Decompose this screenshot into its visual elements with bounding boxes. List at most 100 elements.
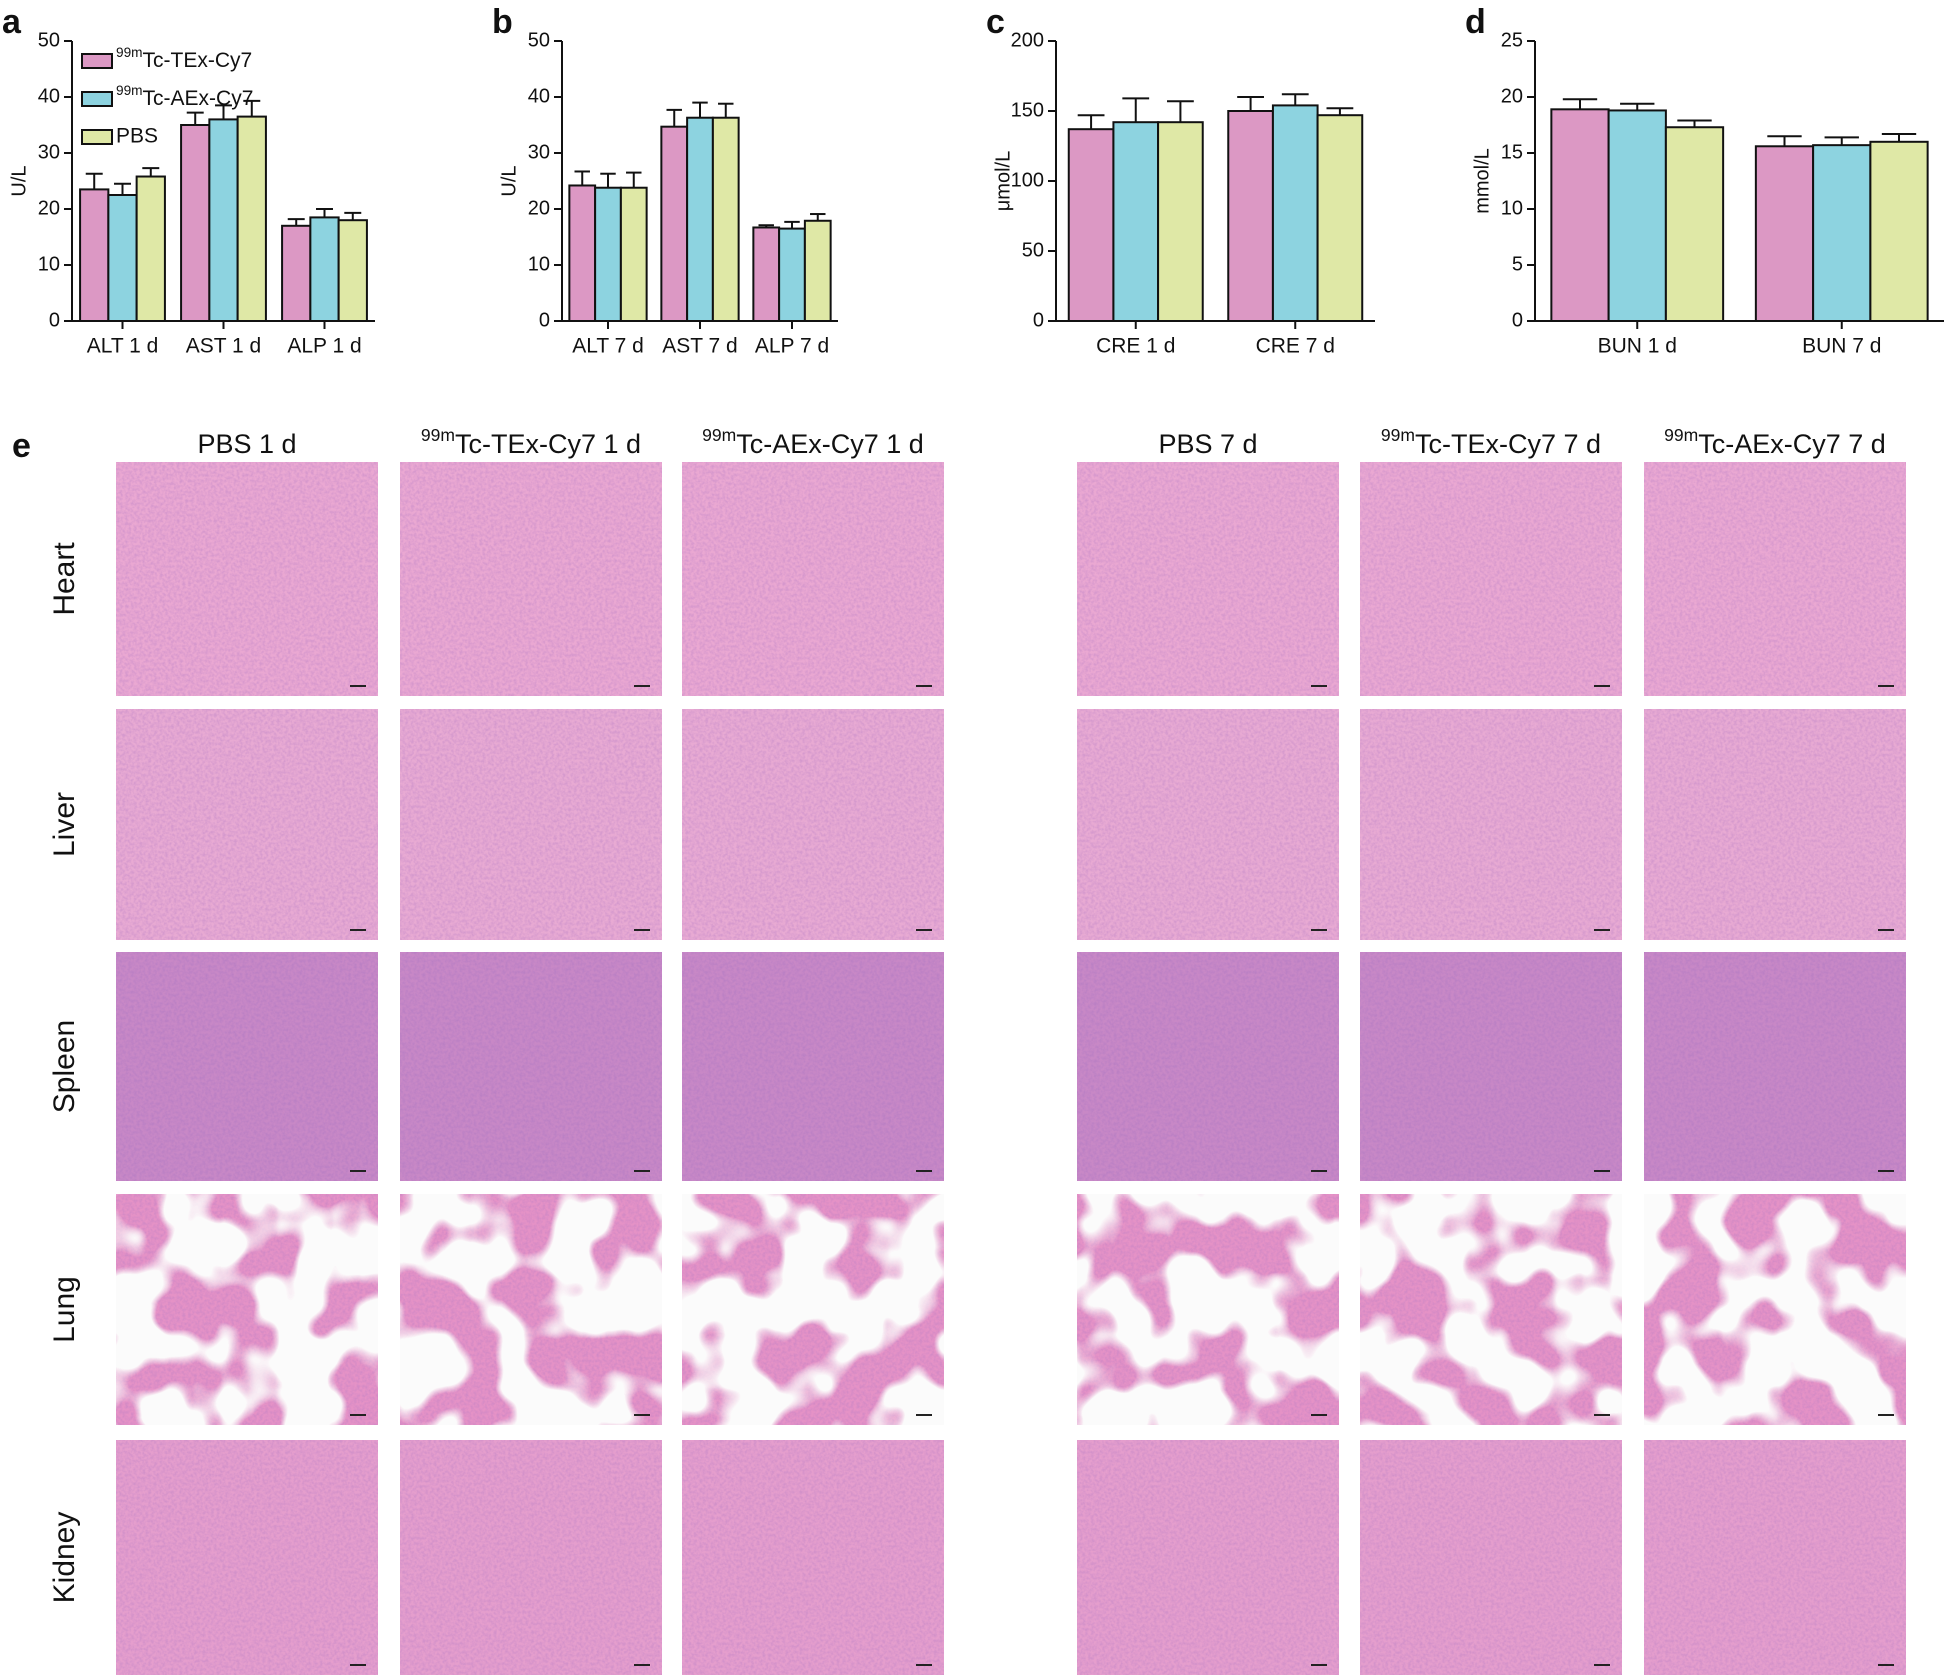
bar [1664, 126, 1725, 322]
histology-image [1360, 1194, 1622, 1425]
x-tick-label: ALP 7 d [755, 335, 829, 358]
histology-image [682, 709, 944, 940]
y-axis-label: mmol/L [1471, 148, 1493, 214]
row-header: Spleen [48, 1020, 81, 1113]
row-header: Lung [48, 1276, 81, 1343]
y-tick-label: 15 [1501, 141, 1523, 163]
x-tick-label: AST 7 d [662, 335, 738, 358]
legend-swatch [81, 53, 113, 69]
histology-image [400, 1440, 662, 1675]
y-tick-label: 0 [49, 309, 60, 331]
y-tick-label: 25 [1501, 29, 1523, 51]
bar [594, 186, 622, 322]
column-header: 99mTc-AEx-Cy7 1 d [702, 425, 924, 459]
bar [778, 227, 806, 323]
column-header: 99mTc-TEx-Cy7 1 d [421, 425, 641, 459]
y-tick-label: 50 [1022, 239, 1044, 261]
bar [309, 216, 340, 322]
air-space [116, 1194, 378, 1425]
air-space [400, 1194, 662, 1425]
y-tick-label: 30 [528, 141, 550, 163]
air-space [682, 1194, 944, 1425]
histology-image [1644, 709, 1906, 940]
tissue-texture [400, 1440, 662, 1675]
bar [803, 219, 832, 322]
bar [1754, 145, 1815, 322]
tissue-texture [1360, 462, 1622, 696]
x-tick-label: CRE 1 d [1096, 335, 1175, 358]
x-tick-label: ALT 1 d [87, 335, 159, 358]
bar [337, 219, 368, 322]
y-tick-label: 100 [1011, 169, 1044, 191]
histology-image [1644, 462, 1906, 696]
panel-label: a [2, 3, 22, 41]
y-tick-label: 50 [528, 29, 550, 51]
histology-image [682, 1440, 944, 1675]
bar [208, 118, 239, 323]
x-tick-label: AST 1 d [186, 335, 262, 358]
bar [619, 186, 648, 322]
column-header: 99mTc-AEx-Cy7 7 d [1664, 425, 1886, 459]
histology-image [400, 462, 662, 696]
tissue-texture [1077, 952, 1339, 1181]
y-tick-label: 40 [38, 85, 60, 107]
y-axis-label: U/L [8, 165, 30, 196]
histology-image [1360, 1440, 1622, 1675]
tissue-texture [116, 462, 378, 696]
bar [1550, 108, 1610, 322]
histology-image [1360, 952, 1622, 1181]
tissue-texture [682, 952, 944, 1181]
y-tick-label: 10 [528, 253, 550, 275]
tissue-texture [682, 1440, 944, 1675]
bar [1067, 128, 1115, 322]
y-tick-label: 150 [1011, 99, 1044, 121]
bar [568, 184, 597, 322]
bar [1271, 104, 1319, 323]
tissue-texture [116, 952, 378, 1181]
column-header: PBS 1 d [197, 429, 296, 459]
histology-image [400, 1194, 662, 1425]
histology-image [1644, 1440, 1906, 1675]
tissue-texture [1644, 709, 1906, 940]
tissue-texture [682, 709, 944, 940]
air-space [1360, 1194, 1622, 1425]
histology-image [116, 1194, 378, 1425]
histology-image [400, 952, 662, 1181]
histology-image [116, 952, 378, 1181]
tissue-texture [400, 462, 662, 696]
histology-image [1077, 952, 1339, 1181]
histology-image [1360, 462, 1622, 696]
x-tick-label: CRE 7 d [1256, 335, 1335, 358]
air-space [1077, 1194, 1339, 1425]
y-tick-label: 20 [528, 197, 550, 219]
y-axis-label: U/L [498, 165, 520, 196]
legend-swatch [81, 91, 113, 107]
bar [1869, 140, 1929, 322]
histology-image [400, 709, 662, 940]
panel-label: d [1465, 3, 1486, 41]
histology-image [1077, 709, 1339, 940]
bar [1227, 110, 1274, 322]
histology-image [116, 462, 378, 696]
tissue-texture [1644, 1440, 1906, 1675]
y-tick-label: 40 [528, 85, 550, 107]
histology-image [682, 1194, 944, 1425]
histology-image [1077, 1440, 1339, 1675]
bar [1316, 114, 1364, 322]
legend-label: 99mTc-TEx-Cy7 [116, 45, 252, 71]
column-header: PBS 7 d [1158, 429, 1257, 459]
row-header: Liver [48, 792, 81, 857]
column-header: 99mTc-TEx-Cy7 7 d [1381, 425, 1601, 459]
y-tick-label: 20 [38, 197, 60, 219]
legend-label: 99mTc-AEx-Cy7 [116, 83, 253, 109]
y-tick-label: 0 [1512, 309, 1523, 331]
histology-image [116, 1440, 378, 1675]
bar [1157, 121, 1204, 322]
bar [686, 116, 714, 322]
tissue-texture [1360, 952, 1622, 1181]
bar [711, 116, 740, 322]
y-axis-label: μmol/L [992, 151, 1014, 211]
bar [1112, 121, 1160, 322]
histology-image [682, 462, 944, 696]
